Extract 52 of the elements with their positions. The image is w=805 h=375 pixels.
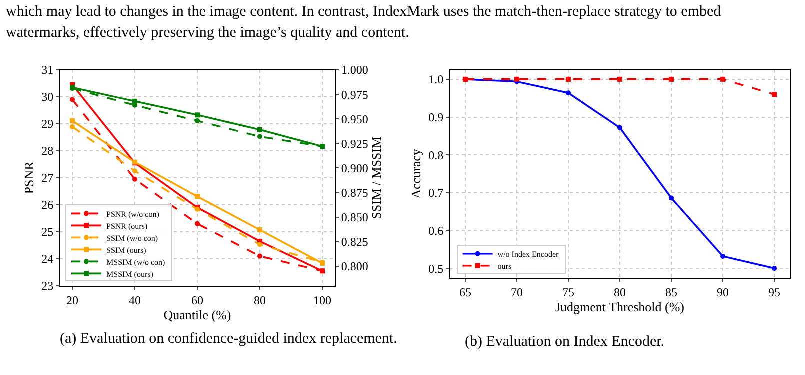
legend-label: MSSIM (ours) [106, 270, 154, 279]
y2-axis-title: SSIM / MSSIM [369, 136, 384, 220]
legend-label: PSNR (ours) [106, 222, 148, 231]
y-tick-label: 28 [42, 144, 54, 158]
y2-tick-label: 0.900 [341, 161, 368, 176]
y-tick-label: 29 [42, 117, 54, 132]
legend-label: w/o Index Encoder [498, 250, 560, 259]
y-tick-label: 31 [42, 63, 54, 78]
y-tick-label: 0.8 [428, 148, 444, 162]
y-tick-label: 0.9 [428, 110, 444, 124]
x-tick-label: 85 [666, 285, 678, 300]
y2-tick-label: 0.850 [341, 210, 368, 224]
y-tick-label: 26 [42, 198, 54, 212]
y-tick-label: 25 [42, 225, 54, 240]
x-tick-label: 80 [254, 293, 266, 308]
y-tick-label: 0.7 [428, 186, 444, 200]
y-axis-title: PSNR [22, 161, 37, 194]
y2-tick-label: 0.800 [341, 260, 368, 274]
legend-label: PSNR (w/o con) [106, 210, 160, 219]
text: (b) Evaluation on Index Encoder. [465, 333, 666, 351]
y-tick-label: 23 [42, 279, 54, 294]
legend-label: SSIM (ours) [106, 246, 147, 255]
y-tick-label: 24 [42, 252, 54, 266]
legend-label: MSSIM (w/o con) [106, 258, 166, 267]
text: (a) Evaluation on confidence-guided index replacement. [60, 330, 398, 348]
y-tick-label: 27 [42, 171, 54, 186]
x-tick-label: 40 [129, 293, 141, 308]
y2-tick-label: 1.000 [341, 63, 368, 78]
text: which may lead to changes in the image content. In contrast, IndexMark uses the match-then-replace strategy to embed watermarks, effectively preserving the image’s quality and content. [6, 3, 722, 43]
x-tick-label: 90 [717, 285, 730, 300]
y-axis-title: Accuracy [408, 148, 424, 199]
legend-label: SSIM (w/o con) [106, 234, 158, 243]
y-tick-label: 1.0 [428, 72, 444, 87]
y2-tick-label: 0.875 [341, 186, 368, 200]
x-tick-label: 75 [562, 285, 574, 300]
x-axis-title: Judgment Threshold (%) [555, 299, 685, 314]
y2-tick-label: 0.950 [341, 112, 368, 126]
y2-tick-label: 0.825 [341, 235, 368, 250]
x-tick-label: 80 [614, 285, 626, 300]
x-tick-label: 95 [768, 285, 781, 300]
legend-label: ours [498, 262, 512, 271]
y2-tick-label: 0.975 [341, 88, 368, 102]
x-tick-label: 20 [66, 293, 78, 308]
x-tick-label: 60 [192, 293, 204, 308]
x-axis-title: Quantile (%) [164, 307, 232, 322]
x-tick-label: 100 [314, 293, 332, 308]
y-tick-label: 30 [42, 90, 54, 104]
y-tick-label: 0.6 [428, 224, 444, 238]
y2-tick-label: 0.925 [341, 136, 368, 151]
x-tick-label: 65 [459, 285, 472, 300]
y-tick-label: 0.5 [428, 262, 444, 276]
x-tick-label: 70 [510, 285, 523, 300]
